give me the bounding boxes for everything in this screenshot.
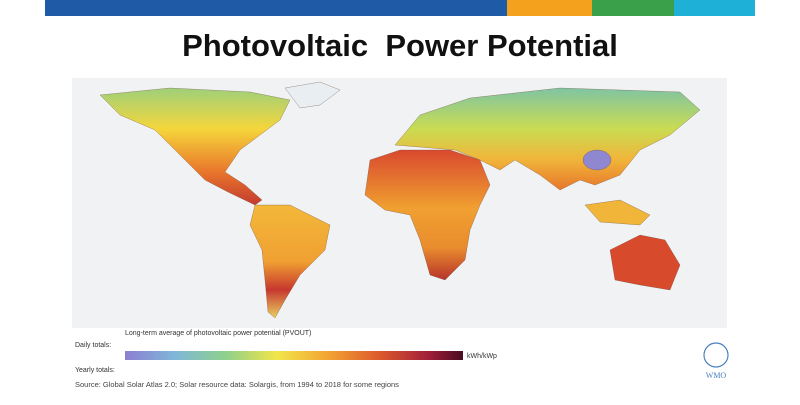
top-bar (507, 0, 592, 16)
australia (609, 234, 681, 291)
title: Photovoltaic Power Potential (182, 28, 618, 63)
legend-title: Long-term average of photovoltaic power … (125, 330, 311, 337)
wmo-logo: WMO (706, 371, 727, 380)
wmo-emblem (703, 342, 729, 368)
continents (99, 81, 701, 319)
south-america (249, 204, 331, 319)
daily-label: Daily totals: (75, 342, 111, 349)
legend-color-bar (125, 351, 463, 360)
yearly-label: Yearly totals: (75, 367, 115, 374)
africa (364, 149, 491, 281)
greenland (284, 81, 341, 109)
sichuan-low (582, 149, 612, 171)
top-bar (45, 0, 507, 16)
legend-unit: kWh/kWp (467, 353, 497, 360)
maritime-asia (584, 199, 651, 226)
top-bar (674, 0, 755, 16)
source: Source: Global Solar Atlas 2.0; Solar re… (75, 380, 399, 389)
top-bar (592, 0, 674, 16)
north-america (99, 87, 291, 206)
eurasia (394, 87, 701, 191)
